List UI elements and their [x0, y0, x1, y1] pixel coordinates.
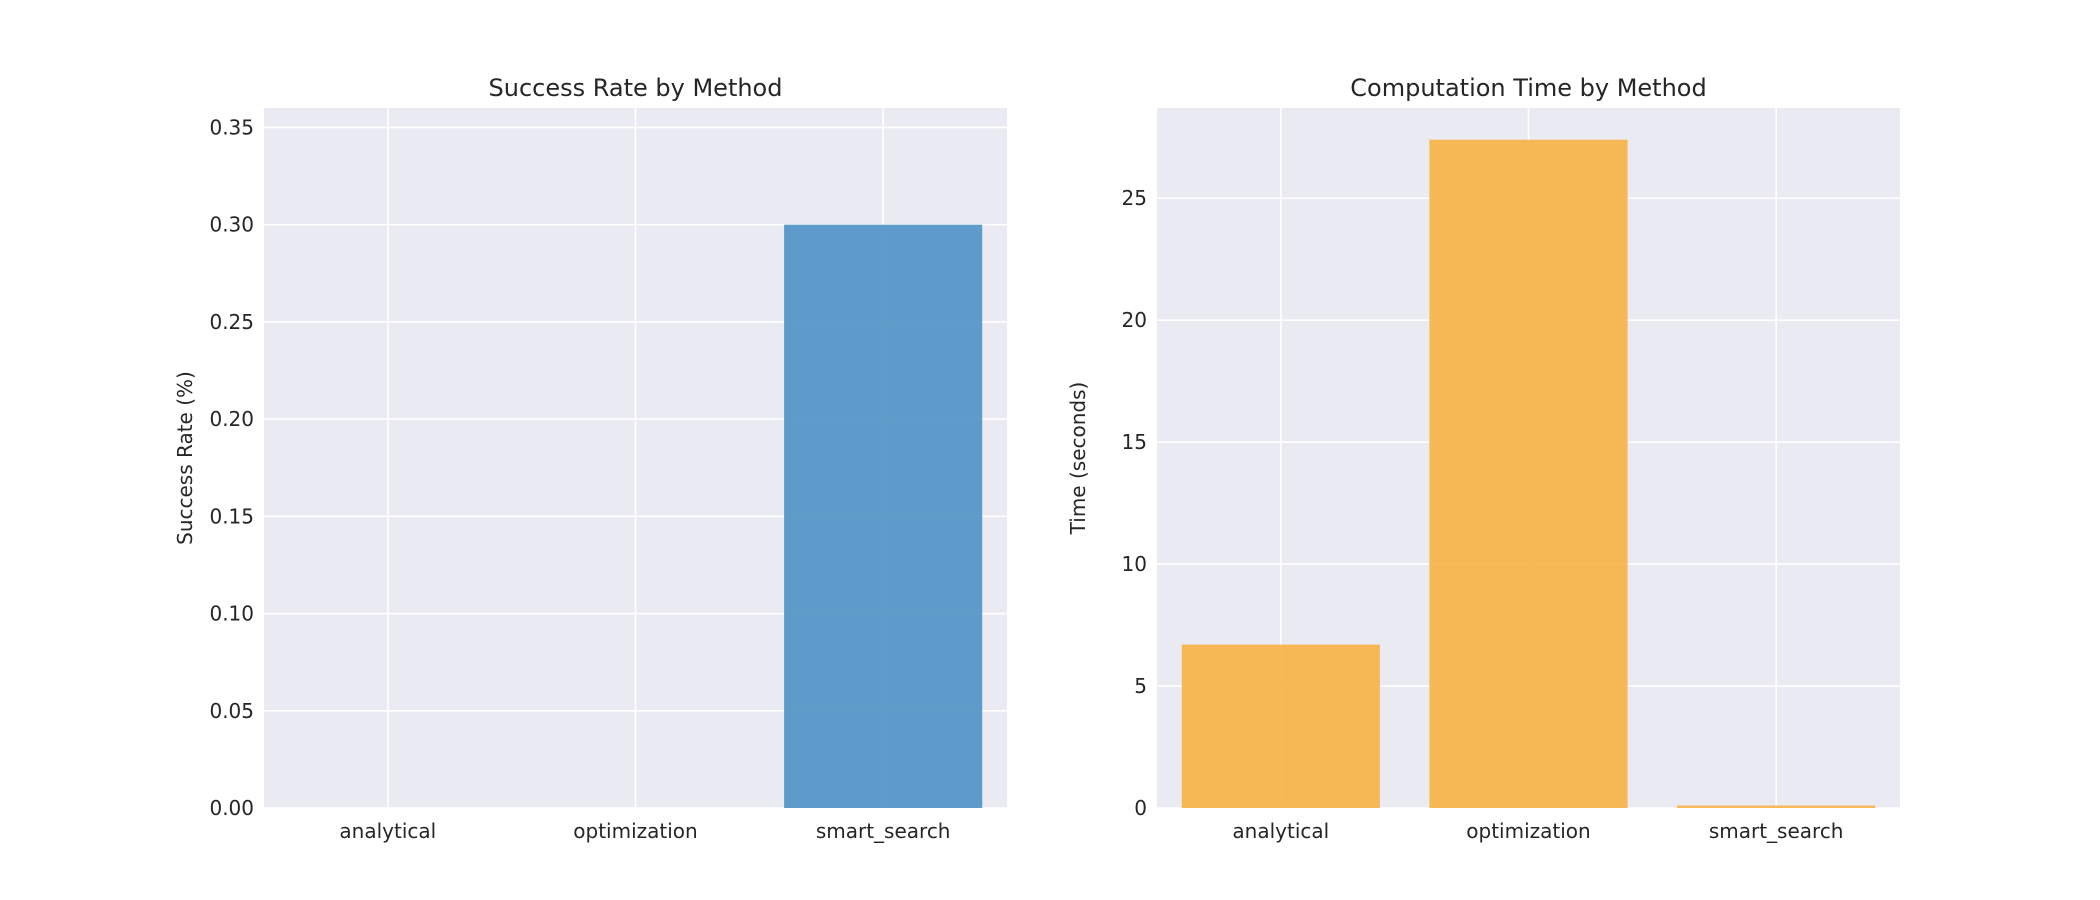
success-rate-x-tick-label: smart_search — [816, 819, 951, 843]
success-rate-bar-smart-search — [784, 224, 983, 808]
success-rate-y-tick-label: 0.30 — [209, 213, 254, 237]
computation-time-bar-smart-search — [1677, 805, 1876, 808]
success-rate-y-tick-label: 0.35 — [209, 115, 254, 139]
success-rate-y-tick-label: 0.10 — [209, 602, 254, 626]
success-rate-bars — [784, 224, 983, 808]
computation-time-y-tick-label: 0 — [1134, 796, 1147, 820]
computation-time-x-tick-label: optimization — [1466, 819, 1590, 843]
computation-time-chart: 0 5 10 15 20 25 analytical optimization smart_s… — [1066, 74, 1900, 843]
success-rate-title: Success Rate by Method — [489, 74, 783, 102]
computation-time-x-tick-label: smart_search — [1709, 819, 1844, 843]
computation-time-y-tick-label: 10 — [1122, 552, 1147, 576]
computation-time-y-tick-label: 15 — [1122, 430, 1147, 454]
computation-time-bar-optimization — [1429, 139, 1628, 808]
computation-time-y-tick-label: 20 — [1122, 308, 1147, 332]
success-rate-y-ticks: 0.00 0.05 0.10 0.15 0.20 0.25 0.30 0.35 — [209, 115, 254, 820]
success-rate-y-axis-label: Success Rate (%) — [173, 371, 197, 545]
success-rate-x-ticks: analytical optimization smart_search — [339, 819, 950, 843]
success-rate-y-tick-label: 0.20 — [209, 407, 254, 431]
success-rate-y-tick-label: 0.15 — [209, 504, 254, 528]
computation-time-bar-analytical — [1181, 644, 1380, 808]
success-rate-x-tick-label: analytical — [339, 819, 436, 843]
computation-time-y-tick-label: 5 — [1134, 674, 1147, 698]
success-rate-y-tick-label: 0.25 — [209, 310, 254, 334]
computation-time-x-tick-label: analytical — [1232, 819, 1329, 843]
computation-time-bars — [1181, 139, 1876, 808]
success-rate-x-tick-label: optimization — [573, 819, 697, 843]
computation-time-y-axis-label: Time (seconds) — [1066, 382, 1090, 536]
computation-time-y-ticks: 0 5 10 15 20 25 — [1122, 186, 1147, 820]
success-rate-chart: 0.00 0.05 0.10 0.15 0.20 0.25 0.30 0.35 analyti… — [173, 74, 1007, 843]
success-rate-y-tick-label: 0.00 — [209, 796, 254, 820]
success-rate-y-tick-label: 0.05 — [209, 699, 254, 723]
computation-time-y-tick-label: 25 — [1122, 186, 1147, 210]
computation-time-x-ticks: analytical optimization smart_search — [1232, 819, 1843, 843]
computation-time-title: Computation Time by Method — [1350, 74, 1706, 102]
